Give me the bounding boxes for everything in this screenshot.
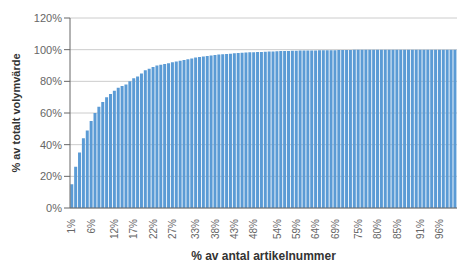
svg-text:0%: 0% [46,202,62,214]
svg-text:20%: 20% [40,170,62,182]
svg-text:100%: 100% [34,44,62,56]
svg-text:69%: 69% [330,219,341,239]
svg-text:38%: 38% [210,219,221,239]
svg-text:40%: 40% [40,139,62,151]
svg-text:85%: 85% [392,219,403,239]
svg-text:17%: 17% [128,219,139,239]
svg-text:80%: 80% [40,75,62,87]
svg-text:1%: 1% [66,219,77,234]
svg-text:64%: 64% [310,219,321,239]
svg-text:75%: 75% [353,219,364,239]
svg-text:80%: 80% [372,219,383,239]
svg-text:% av totalt volymvärde: % av totalt volymvärde [10,53,22,172]
svg-text:% av antal artikelnummer: % av antal artikelnummer [191,249,336,263]
svg-text:33%: 33% [190,219,201,239]
svg-text:120%: 120% [34,12,62,24]
svg-text:43%: 43% [229,219,240,239]
svg-text:22%: 22% [148,219,159,239]
svg-text:6%: 6% [86,219,97,234]
svg-text:91%: 91% [415,219,426,239]
svg-text:96%: 96% [434,219,445,239]
svg-text:12%: 12% [109,219,120,239]
svg-text:48%: 48% [248,219,259,239]
svg-text:59%: 59% [291,219,302,239]
svg-text:54%: 54% [272,219,283,239]
svg-text:27%: 27% [167,219,178,239]
svg-text:60%: 60% [40,107,62,119]
